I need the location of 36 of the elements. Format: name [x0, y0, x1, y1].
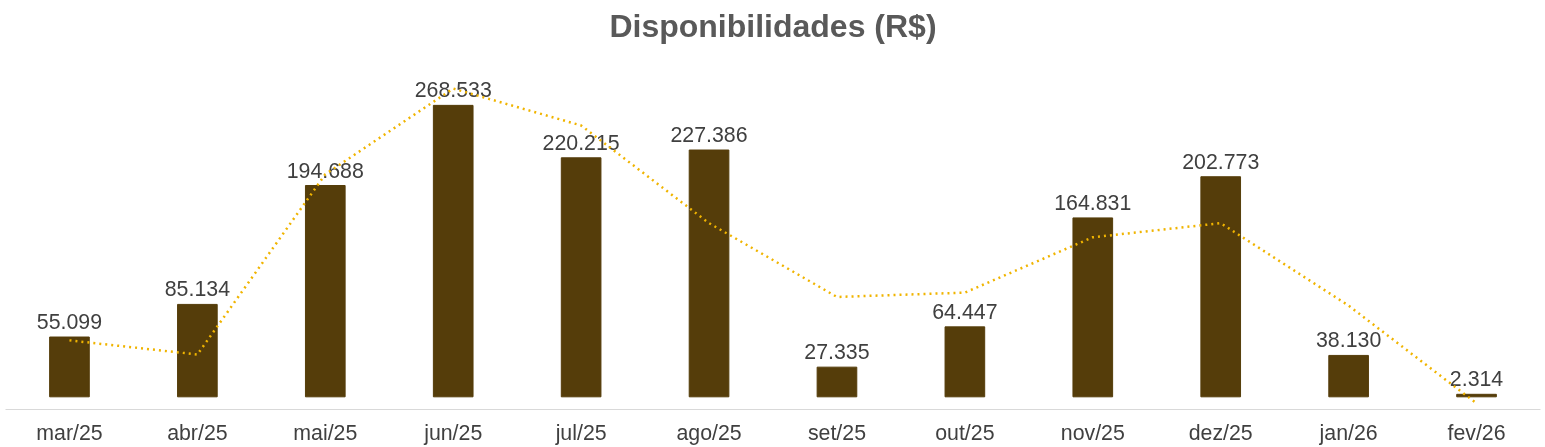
- x-tick-label: set/25: [807, 420, 867, 445]
- x-tick-label: out/25: [935, 420, 995, 445]
- data-label: 220.215: [542, 130, 620, 155]
- x-tick-label: mai/25: [293, 420, 358, 445]
- data-label: 55.099: [36, 310, 103, 335]
- x-tick-label: dez/25: [1188, 420, 1253, 445]
- x-tick-label: jan/26: [1318, 420, 1378, 445]
- bar: [1072, 217, 1114, 398]
- data-label: 64.447: [932, 299, 998, 324]
- data-label: 27.335: [804, 340, 870, 365]
- x-tick-label: fev/26: [1447, 420, 1506, 445]
- bar: [177, 303, 218, 398]
- bar: [688, 149, 730, 398]
- bar: [944, 326, 986, 398]
- x-tick-label: mar/25: [36, 420, 103, 445]
- bar: [560, 157, 602, 398]
- data-label: 2.314: [1449, 367, 1504, 392]
- data-label: 202.773: [1182, 149, 1260, 174]
- bar: [432, 104, 474, 398]
- chart-title: Disponibilidades (R$): [609, 7, 937, 44]
- data-label: 268.533: [414, 78, 492, 103]
- x-tick-label: ago/25: [676, 420, 742, 445]
- x-tick-label: nov/25: [1060, 420, 1125, 445]
- bar: [49, 336, 90, 398]
- bar: [816, 366, 858, 398]
- bar: [1200, 176, 1242, 398]
- x-tick-label: jun/25: [423, 420, 483, 445]
- x-tick-label: abr/25: [167, 420, 228, 445]
- bar: [304, 185, 346, 398]
- data-label: 85.134: [164, 277, 231, 302]
- bar: [1328, 354, 1369, 398]
- data-label: 164.831: [1054, 190, 1132, 215]
- data-label: 227.386: [670, 123, 748, 148]
- data-label: 38.130: [1316, 328, 1382, 353]
- x-tick-label: jul/25: [554, 420, 607, 445]
- data-label: 194.688: [286, 158, 364, 183]
